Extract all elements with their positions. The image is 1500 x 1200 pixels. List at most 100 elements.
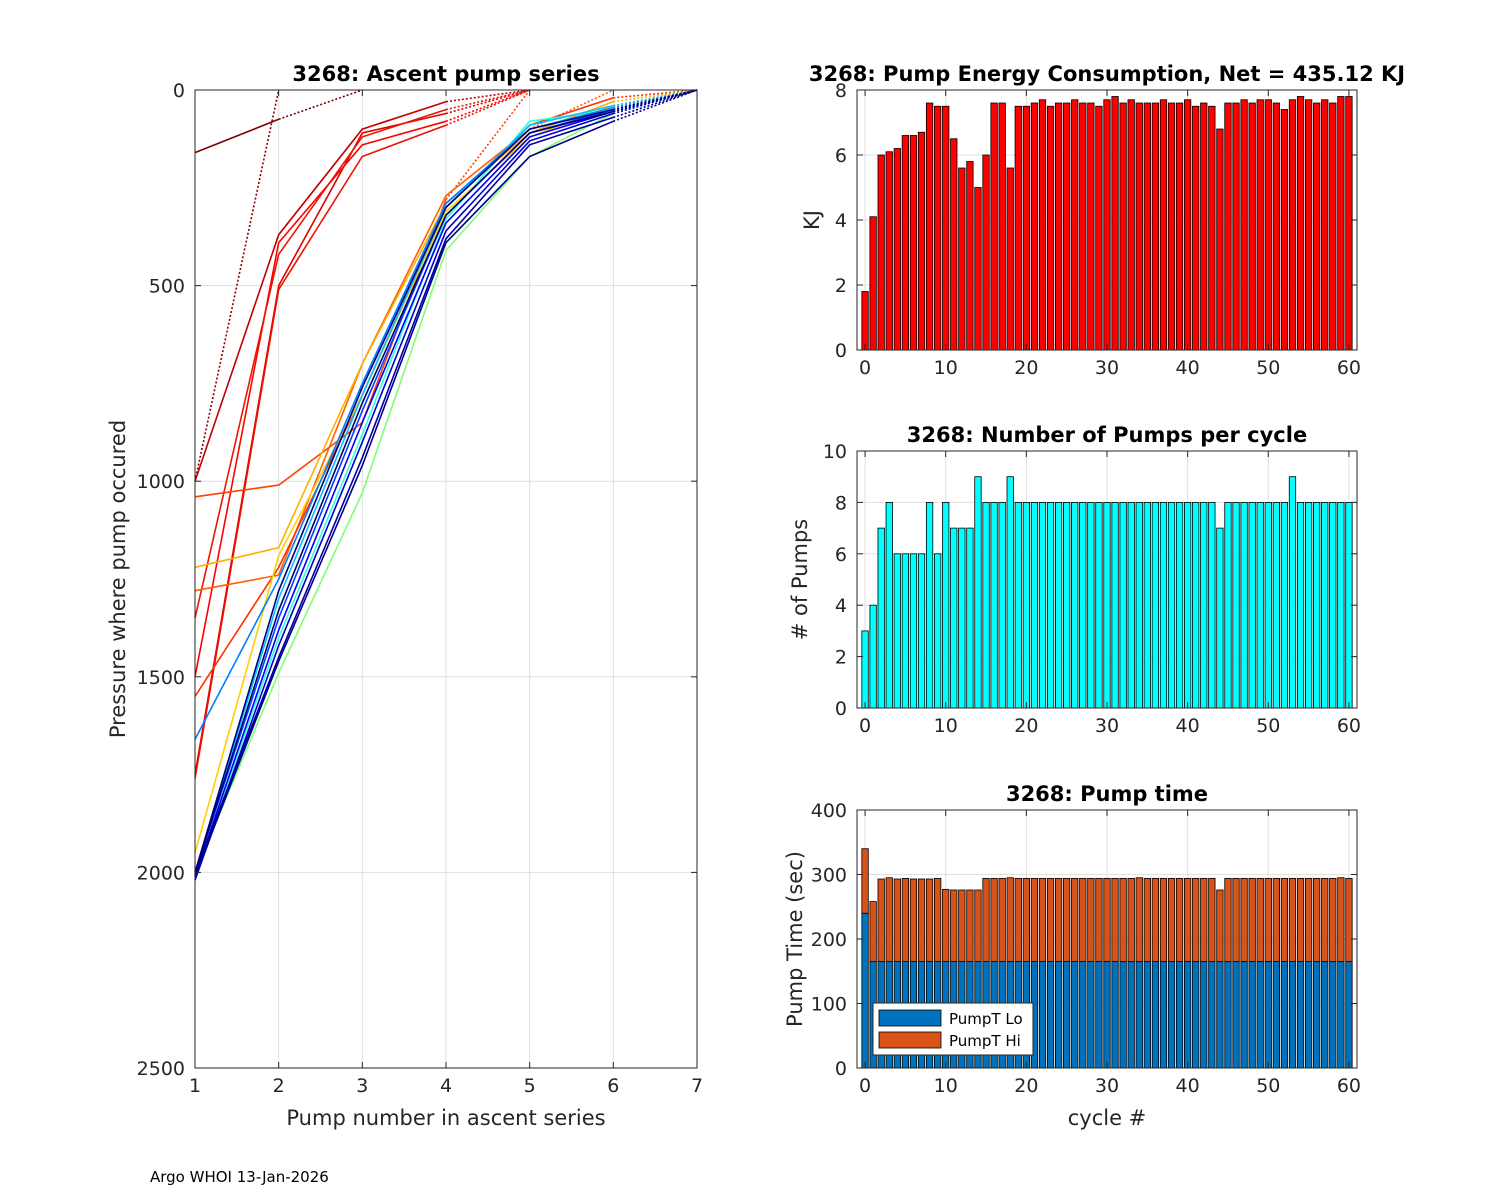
bar-segment [1345,961,1353,1069]
y-tick-label: 0 [173,80,185,102]
legend: PumpT Lo PumpT Hi [872,1002,1034,1056]
bar [1240,501,1248,709]
bar [893,553,901,709]
bar-segment [1159,961,1168,1069]
bar [1054,102,1063,351]
bar-segment [1143,877,1151,962]
bar-segment [1224,877,1232,962]
bar-segment [1175,961,1184,1069]
bar-segment [1103,877,1111,962]
bar [1200,501,1208,709]
bar-segment [1167,877,1176,962]
series-line [194,104,614,873]
series-line [194,110,614,873]
x-tick-label: 30 [1095,357,1119,379]
x-tick-label: 30 [1095,1075,1119,1097]
legend-swatch [878,1031,942,1049]
bar [990,102,998,351]
bar-segment [1079,961,1087,1069]
bar-segment [1127,877,1135,962]
bar-segment [1329,877,1337,962]
x-tick-label: 60 [1337,715,1361,737]
bar-segment [869,901,877,962]
bar-segment [1304,877,1313,962]
bar-segment [1240,961,1248,1069]
bar [1175,501,1184,709]
bar-segment [1143,961,1151,1069]
bar-segment [1280,877,1289,962]
bar [1192,105,1200,351]
series-line [194,116,614,873]
bar [1224,102,1232,351]
bar [917,553,926,709]
bar [1111,96,1119,351]
bar [1264,501,1272,709]
chart-title: 3268: Ascent pump series [292,62,599,86]
bar-segment [1345,877,1353,962]
bar-segment [1054,961,1063,1069]
x-tick-label: 50 [1256,715,1280,737]
bar [958,527,966,709]
series-surface-segment [529,89,614,130]
bar [982,501,990,709]
bar [1240,99,1248,351]
series-line [194,100,614,569]
bar [909,135,918,351]
bar-segment [885,877,893,962]
chart-title: 3268: Pump Energy Consumption, Net = 435… [809,62,1405,86]
bar [1280,109,1289,351]
y-tick-label: 1000 [137,471,185,493]
bar-segment [1321,961,1329,1069]
bar [1216,128,1224,351]
bar [869,604,877,709]
bar-segment [1248,877,1256,962]
bar-segment [1014,877,1022,962]
bar [1103,99,1111,351]
bar [893,148,901,351]
bar-segment [1079,877,1087,962]
bar-segment [1038,877,1047,962]
bar [934,553,942,709]
bar [1329,102,1337,351]
y-tick-label: 400 [811,800,847,822]
bar-segment [1296,877,1305,962]
series-line [194,120,447,677]
bar [1038,99,1047,351]
y-tick-label: 4 [835,595,847,617]
bar [990,501,998,709]
y-tick-label: 0 [835,1058,847,1080]
bar [966,161,974,351]
bar-segment [1200,961,1208,1069]
series-surface-segment [278,89,363,121]
bar-segment [1337,877,1345,962]
y-tick-label: 2 [835,275,847,297]
bar [1071,99,1079,351]
x-tick-label: 10 [934,715,958,737]
bar [1054,501,1063,709]
bar [974,187,982,351]
bar-segment [1135,877,1143,962]
bar-segment [1046,877,1055,962]
y-tick-label: 2 [835,647,847,669]
x-tick-label: 2 [273,1075,285,1097]
bar-segment [1224,961,1232,1069]
y-tick-label: 0 [835,698,847,720]
bar [1046,105,1055,351]
bar [1030,501,1039,709]
x-tick-label: 0 [859,357,871,379]
x-tick-label: 40 [1176,715,1200,737]
bar-segment [1313,961,1321,1069]
bar-segment [1127,961,1135,1069]
bar [1192,501,1200,709]
bar-segment [1087,877,1095,962]
bar [1304,501,1313,709]
bar-segment [1054,877,1063,962]
bar-segment [1030,877,1039,962]
bar-segment [1216,961,1224,1069]
legend-label: PumpT Hi [949,1032,1021,1050]
bar [950,138,958,351]
bar-segment [1272,961,1280,1069]
bar-segment [1175,877,1184,962]
bar-segment [861,848,869,914]
bar [1151,501,1160,709]
